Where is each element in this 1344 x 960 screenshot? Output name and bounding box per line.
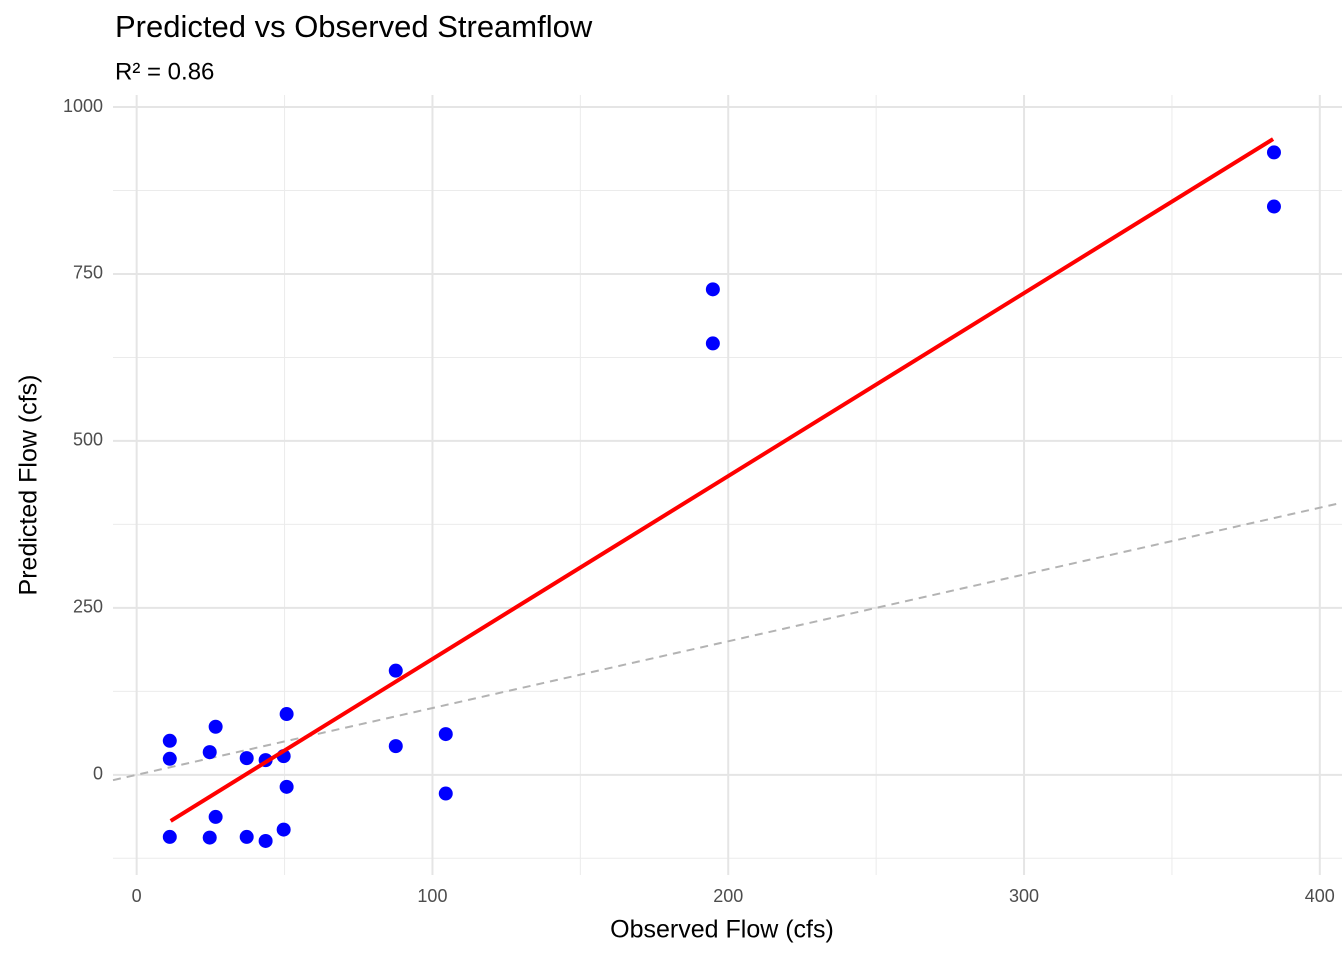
point: [705, 282, 720, 297]
y-tick-label: 0: [93, 764, 103, 784]
point: [438, 727, 453, 742]
y-tick-label: 750: [73, 263, 103, 283]
point: [1266, 199, 1281, 214]
x-tick-label: 400: [1305, 886, 1335, 906]
point: [239, 829, 254, 844]
point: [438, 786, 453, 801]
point: [162, 733, 177, 748]
point: [279, 779, 294, 794]
point: [276, 822, 291, 837]
fit-line: [169, 137, 1275, 823]
y-axis-title: Predicted Flow (cfs): [15, 375, 43, 596]
point: [208, 809, 223, 824]
x-tick-label: 200: [713, 886, 743, 906]
chart-subtitle: R² = 0.86: [115, 58, 214, 85]
point: [258, 833, 273, 848]
point: [388, 663, 403, 678]
x-axis-title: Observed Flow (cfs): [610, 916, 834, 944]
x-tick-label: 300: [1009, 886, 1039, 906]
point: [705, 336, 720, 351]
y-tick-label: 250: [73, 597, 103, 617]
x-tick-label: 0: [132, 886, 142, 906]
point: [202, 830, 217, 845]
point: [162, 751, 177, 766]
point: [1266, 145, 1281, 160]
point: [388, 739, 403, 754]
y-tick-label: 1000: [63, 96, 103, 116]
point: [239, 751, 254, 766]
point: [162, 829, 177, 844]
point: [279, 707, 294, 722]
y-tick-label: 500: [73, 430, 103, 450]
point: [202, 745, 217, 760]
x-tick-label: 100: [417, 886, 447, 906]
chart-title: Predicted vs Observed Streamflow: [115, 9, 593, 44]
point: [208, 719, 223, 734]
